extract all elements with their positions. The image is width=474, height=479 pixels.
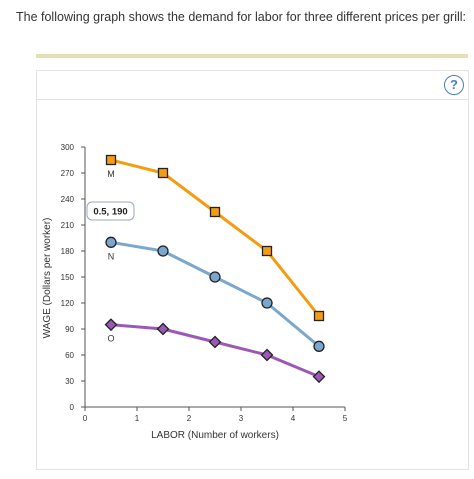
point-O-2[interactable] (156, 322, 170, 336)
y-tick-label: 120 (61, 299, 75, 308)
y-tick-label: 300 (61, 143, 75, 152)
x-tick-label: 1 (135, 414, 140, 423)
point-O-4[interactable] (260, 348, 274, 362)
x-tick-label: 0 (83, 414, 88, 423)
y-tick-label: 30 (65, 377, 74, 386)
y-tick-label: 150 (61, 273, 75, 282)
axis-titles: LABOR (Number of workers) WAGE (Dollars … (42, 218, 279, 441)
graph-panel: ? (36, 70, 469, 470)
series-label-O: O (107, 334, 114, 344)
x-tick-label: 3 (239, 414, 244, 423)
point-M-5[interactable] (313, 310, 325, 322)
y-tick-label: 180 (61, 247, 75, 256)
series-label-N: N (108, 251, 115, 261)
y-tick-label: 60 (65, 351, 74, 360)
help-button[interactable]: ? (444, 75, 464, 95)
y-tick-label: 90 (65, 325, 74, 334)
y-tick-label: 240 (61, 195, 75, 204)
point-N-2[interactable] (157, 245, 169, 257)
point-M-2[interactable] (157, 167, 169, 179)
point-O-5[interactable] (312, 370, 326, 384)
y-axis-title: WAGE (Dollars per worker) (42, 218, 53, 339)
point-M-3[interactable] (209, 206, 221, 218)
x-axis-title: LABOR (Number of workers) (151, 430, 279, 441)
x-tick-label: 4 (291, 414, 296, 423)
point-N-4[interactable] (261, 297, 273, 309)
series-line-N (110, 240, 320, 348)
point-O-1[interactable] (104, 318, 118, 332)
point-M-1[interactable] (105, 154, 117, 166)
point-labels: M N O (107, 169, 115, 344)
series-markers (104, 154, 326, 384)
point-N-1[interactable] (105, 236, 117, 248)
y-tick-label: 270 (61, 169, 75, 178)
point-N-5[interactable] (313, 340, 325, 352)
tooltip: 0.5, 190 (86, 201, 135, 221)
axes: 0 30 60 90 120 150 180 210 240 270 300 0 1 2 3 4 5 (61, 143, 348, 423)
x-tick-label: 2 (187, 414, 192, 423)
tooltip-text: 0.5, 190 (93, 207, 127, 218)
y-tick-label: 210 (61, 221, 75, 230)
point-O-3[interactable] (208, 335, 222, 349)
series-line-O (110, 323, 320, 379)
tooltip-box (86, 201, 135, 221)
panel-header: ? (37, 71, 468, 100)
divider (36, 54, 468, 58)
point-M-4[interactable] (261, 245, 273, 257)
question-text: The following graph shows the demand for… (16, 10, 467, 24)
x-tick-label: 5 (343, 414, 348, 423)
y-tick-label: 0 (70, 403, 75, 412)
series-line-M (110, 158, 321, 317)
point-N-3[interactable] (209, 271, 221, 283)
series-label-M: M (107, 169, 115, 179)
